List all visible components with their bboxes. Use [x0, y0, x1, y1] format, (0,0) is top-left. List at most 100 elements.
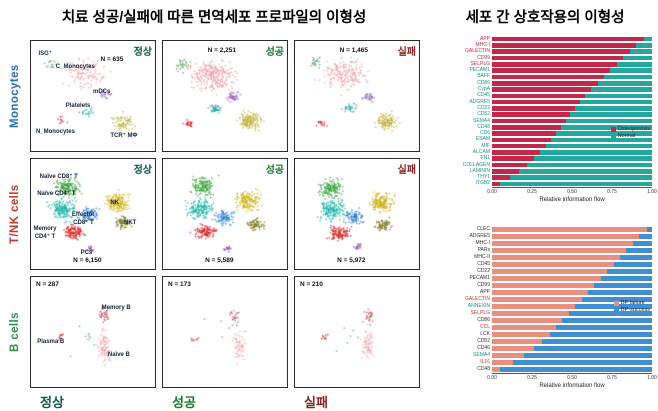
bar-segment-normal [560, 125, 652, 130]
stacked-bar [492, 346, 652, 351]
bar-segment-osteoporosis [492, 137, 552, 143]
celltype-label: Platelets [65, 102, 91, 109]
interaction-chart-bp-failure-vs-success: CLEC ADGRE5 MHC-I PARs MHC-II CD45 CD22 PECAM1 C… [444, 226, 657, 390]
umap-scatter [295, 277, 419, 387]
legend-swatch [613, 300, 619, 306]
umap-scatter [31, 277, 155, 387]
pathway-label: ADGRE5 [469, 233, 490, 239]
stacked-bar [492, 68, 652, 73]
stacked-bar [492, 43, 652, 48]
pathway-row: ESAM [444, 137, 652, 143]
bar-segment-normal [591, 87, 652, 92]
celltype-label: Memory [33, 226, 57, 233]
bar-segment-bp-success [549, 332, 652, 337]
column-label-0: 정상 [40, 395, 64, 410]
pathway-label: CD46 [477, 345, 490, 351]
pathway-row: CD48 [444, 124, 652, 130]
legend-entry: BP-success [613, 307, 650, 313]
celltype-label: PCs [80, 250, 93, 257]
stacked-bar [492, 36, 652, 42]
pathway-row: ADGRE5 [444, 99, 652, 105]
bar-segment-normal [570, 112, 652, 117]
pathway-label: ESAM [475, 136, 490, 143]
row-label-b-cells: B cells [9, 312, 21, 352]
celltype-label: CD4⁺ T [34, 233, 56, 240]
bar-segment-normal [527, 162, 652, 168]
bar-segment-bp-success [524, 353, 652, 358]
stacked-bar [492, 360, 652, 365]
legend-entry: BP failure [613, 300, 650, 306]
pathway-label: MHC-I [475, 240, 490, 246]
bar-segment-bp-failure [492, 248, 627, 253]
pathway-row: CD22 [444, 268, 652, 275]
celltype-label: Effector [71, 211, 95, 218]
pathway-row: ITGB2 [444, 181, 652, 187]
pathway-label: LCK [480, 331, 490, 337]
pathway-row: MHC-I [444, 240, 652, 247]
pathway-row: CD52 [444, 112, 652, 118]
celltype-label: C_Monocytes [55, 64, 95, 71]
axis-tick-label: 0.25 [527, 375, 537, 381]
pathway-row: LCK [444, 331, 652, 338]
bar-segment-osteoporosis [492, 87, 592, 92]
bar-segment-normal [500, 181, 652, 187]
x-axis: 0.00 0.25 0.50 0.75 1.00 [487, 373, 657, 383]
pathway-label: CLEC [476, 226, 490, 232]
celltype-label: Memory B [101, 304, 131, 311]
stacked-bar [492, 74, 652, 80]
pathway-row: CD46 [444, 345, 652, 352]
legend-swatch [613, 307, 619, 313]
umap-panel: N = 1,465 실패 [294, 40, 420, 152]
bar-segment-normal [580, 99, 652, 105]
pathway-label: SEMA4 [473, 117, 490, 124]
panel-count: N = 210 [299, 281, 323, 289]
celltype-label: NK [110, 199, 120, 206]
stacked-bar [492, 93, 652, 99]
stacked-bar [492, 137, 652, 143]
bar-segment-osteoporosis [492, 125, 561, 130]
panel-count: N = 2,251 [207, 46, 236, 54]
bar-segment-bp-failure [492, 241, 633, 246]
pathway-row: ANNEXIN [444, 303, 652, 310]
umap-scatter [163, 159, 287, 269]
pathway-label: CD99 [477, 54, 490, 61]
pathway-label: BAFF [477, 73, 490, 80]
pathway-label: MIF [481, 142, 490, 149]
pathway-row: PARs [444, 247, 652, 254]
x-axis-title: Relative information flow [539, 197, 605, 204]
pathway-row: APP [444, 36, 652, 42]
pathway-label: CCL [479, 324, 490, 330]
pathway-row: CCL [444, 324, 652, 331]
bar-segment-osteoporosis [492, 74, 604, 80]
pathway-list: APP MHC-I GALECTIN CD99 SELPLG PECAM1 BAFF CD86… [444, 36, 652, 187]
legend: Osteoporosis Normal [610, 126, 650, 139]
panel-group-label: 실패 [397, 165, 416, 176]
pathway-row: ALCAM [444, 149, 652, 155]
column-label-2: 실패 [304, 395, 328, 410]
pathway-label: SELPLG [470, 310, 490, 316]
bar-segment-osteoporosis [492, 112, 571, 117]
bar-segment-normal [551, 137, 652, 143]
stacked-bar [492, 311, 652, 316]
stacked-bar [492, 318, 652, 323]
pathway-row: GALECTIN [444, 49, 652, 55]
stacked-bar [492, 80, 652, 86]
stacked-bar [492, 248, 652, 253]
bar-segment-bp-failure [492, 276, 601, 281]
pathway-label: CD99 [477, 282, 490, 288]
panel-count: N = 1,465 [339, 46, 368, 54]
pathway-label: ITGB2 [475, 180, 490, 187]
bar-segment-bp-failure [492, 360, 513, 365]
bar-segment-bp-success [568, 311, 652, 316]
column-label-1: 성공 [172, 395, 196, 410]
bar-segment-bp-failure [492, 311, 569, 316]
pathway-row: APP [444, 289, 652, 296]
pathway-row: MHC-I [444, 42, 652, 48]
pathway-label: PECAM1 [469, 275, 490, 281]
bar-segment-normal [604, 74, 652, 80]
bar-segment-normal [519, 169, 652, 174]
pathway-label: ANNEXIN [467, 303, 490, 309]
pathway-row: CD45 [444, 93, 652, 99]
legend-swatch [610, 133, 616, 139]
